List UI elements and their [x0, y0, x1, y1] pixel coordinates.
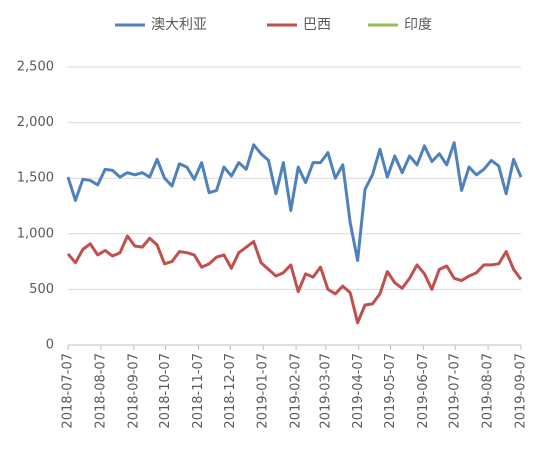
x-tick-label: 2019-08-07: [481, 353, 496, 429]
y-tick-label: 1,500: [17, 171, 54, 186]
y-tick-label: 2,500: [17, 60, 54, 75]
x-tick-label: 2019-02-07: [289, 353, 304, 429]
y-tick-label: 1,000: [17, 226, 54, 241]
x-tick-label: 2019-06-07: [416, 353, 431, 429]
x-tick-label: 2018-12-07: [223, 353, 238, 429]
x-tick-label: 2019-01-07: [256, 353, 271, 429]
y-tick-label: 500: [29, 282, 54, 297]
series-line: [66, 234, 523, 325]
x-tick-label: 2019-07-07: [448, 353, 463, 429]
x-tick-label: 2018-07-07: [61, 353, 76, 429]
legend-label: 巴西: [303, 17, 331, 33]
x-tick-label: 2019-04-07: [351, 353, 366, 429]
x-tick-label: 2018-08-07: [93, 353, 108, 429]
y-tick-label: 0: [46, 338, 54, 353]
x-tick-label: 2018-10-07: [158, 353, 173, 429]
x-tick-label: 2019-05-07: [383, 353, 398, 429]
x-tick-label: 2018-09-07: [126, 353, 141, 429]
y-tick-label: 2,000: [17, 115, 54, 130]
x-tick-label: 2019-09-07: [514, 353, 529, 429]
legend-label: 澳大利亚: [151, 17, 207, 33]
x-tick-label: 2019-03-07: [318, 353, 333, 429]
series-line: [66, 141, 523, 262]
legend-label: 印度: [404, 17, 432, 33]
x-tick-label: 2018-11-07: [191, 353, 206, 429]
